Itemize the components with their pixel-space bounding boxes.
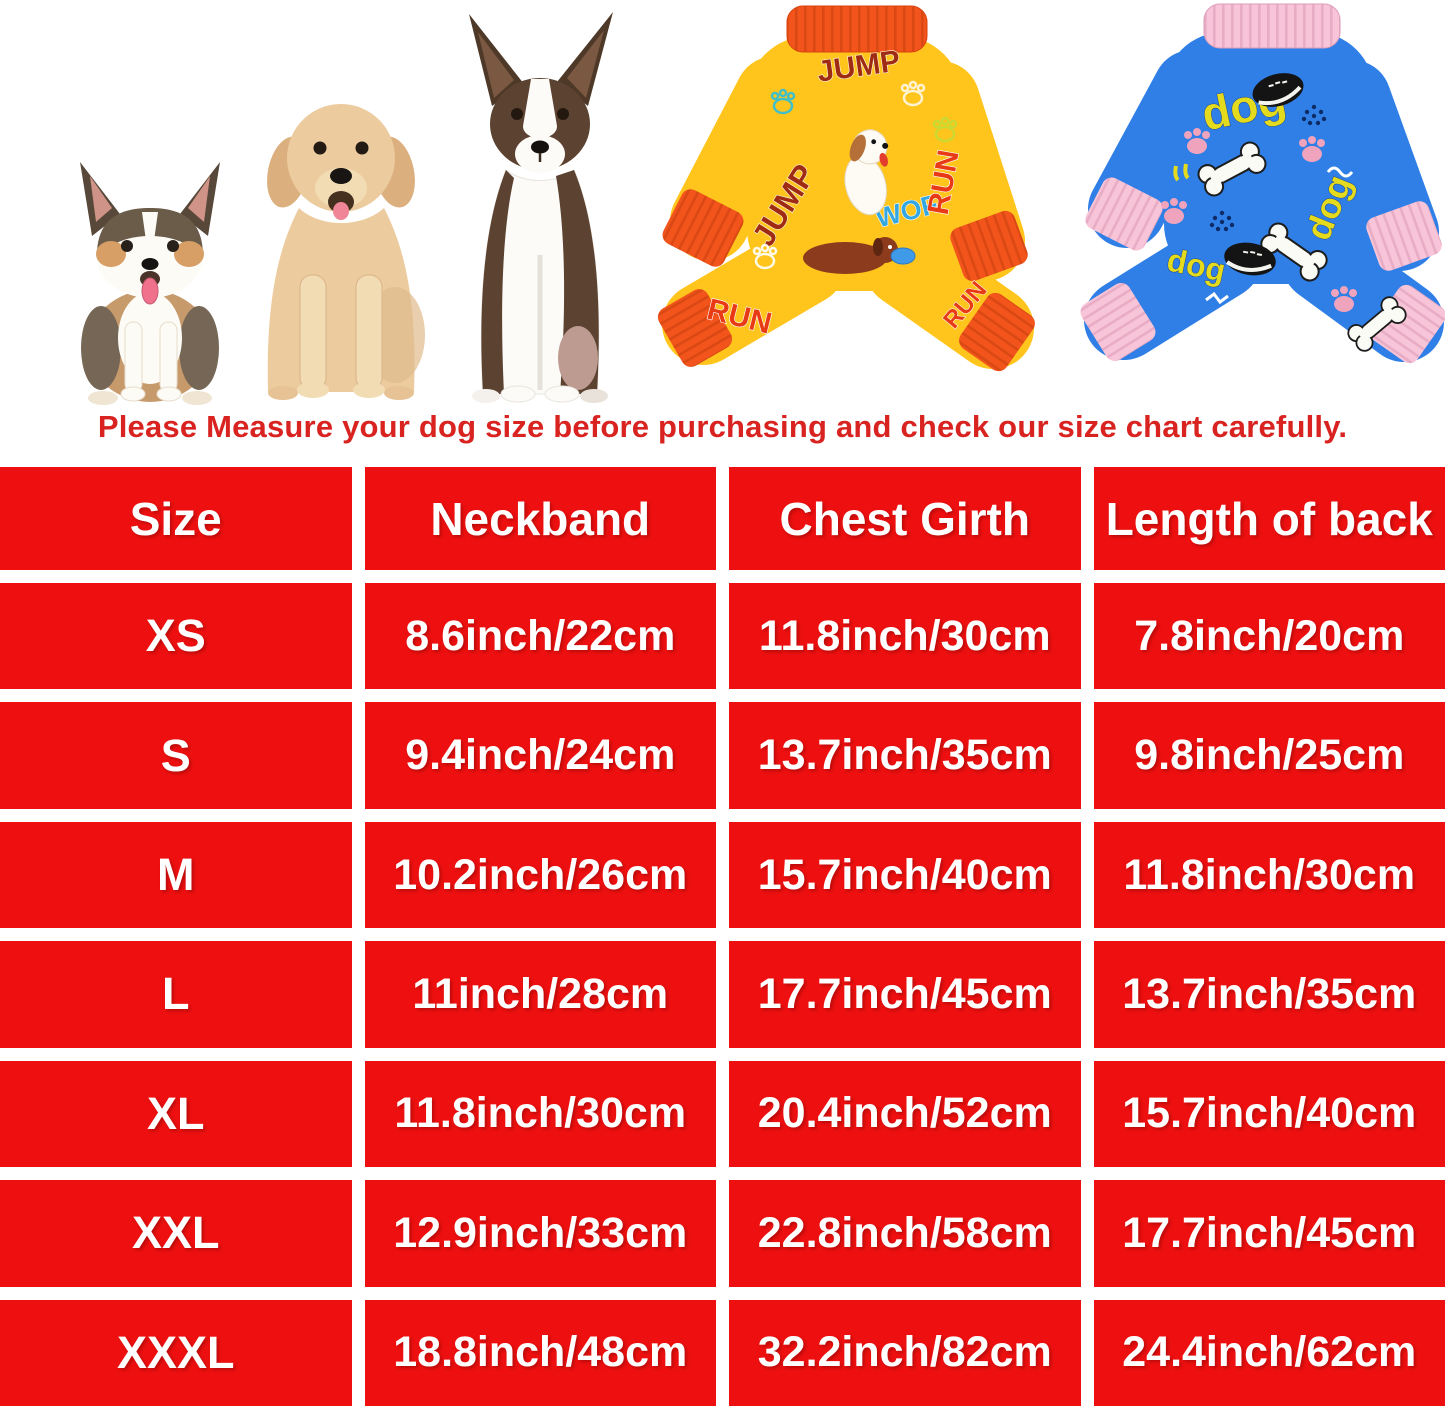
cell-m-size: M [0,821,352,929]
dotted-cluster [1301,104,1327,126]
header-chest-girth: Chest Girth [729,467,1081,570]
header-back-length: Length of back [1093,467,1445,570]
cell-xs-chest-girth: 11.8inch/30cm [729,583,1081,690]
hero-illustration: JUMP JUMP WOF RUN RUN RUN [80,3,1445,405]
orange-cuff [662,189,744,267]
cell-l-neckband: 11inch/28cm [364,941,716,1048]
paw-print-icon [1299,136,1325,162]
orange-cuff [657,289,733,367]
cell-m-neckband: 10.2inch/26cm [364,821,716,929]
yellow-dog-print-pajama: JUMP JUMP WOF RUN RUN RUN [657,5,1035,372]
pajama-word-woof: WOF [873,189,941,233]
orange-cuff [950,210,1028,282]
header-size: Size [0,467,352,570]
blue-bone-print-pajama: dog dog dog [1080,3,1445,364]
cell-xs-back-length: 7.8inch/20cm [1093,583,1445,690]
cell-xxxl-neckband: 18.8inch/48cm [364,1299,716,1406]
pink-cuff [1085,177,1163,251]
cell-xl-size: XL [0,1060,352,1168]
pink-cuff [1080,282,1156,362]
cell-xl-neckband: 11.8inch/30cm [364,1060,716,1168]
measure-notice: Please Measure your dog size before purc… [97,409,1348,444]
cell-l-back-length: 13.7inch/35cm [1093,941,1445,1048]
paw-print-icon [900,80,926,107]
football-icon [1224,242,1276,276]
bone-icon [1197,141,1267,197]
size-chart-table: Size Neckband Chest Girth Length of back… [0,467,1445,1406]
cell-s-back-length: 9.8inch/25cm [1093,702,1445,809]
cell-xxl-back-length: 17.7inch/45cm [1093,1180,1445,1287]
cell-xxl-size: XXL [0,1180,352,1287]
yellow-marks [1173,163,1190,182]
cell-xxl-chest-girth: 22.8inch/58cm [729,1180,1081,1287]
paw-print-icon [752,243,778,270]
cell-l-size: L [0,941,352,1048]
cell-m-chest-girth: 15.7inch/40cm [729,821,1081,929]
cell-s-neckband: 9.4inch/24cm [364,702,716,809]
cell-xxl-neckband: 12.9inch/33cm [364,1180,716,1287]
paw-print-icon [932,116,958,143]
cell-l-chest-girth: 17.7inch/45cm [729,941,1081,1048]
cartoon-white-dog [844,129,889,216]
cell-s-size: S [0,702,352,809]
paw-print-icon [1184,128,1210,154]
corgi-puppy [80,162,220,405]
cell-xxxl-back-length: 24.4inch/62cm [1093,1299,1445,1406]
paw-print-icon [1161,198,1187,224]
border-collie-puppy [469,12,613,403]
cell-s-chest-girth: 13.7inch/35cm [729,702,1081,809]
cell-xl-chest-girth: 20.4inch/52cm [729,1060,1081,1168]
white-squiggle [1326,166,1354,178]
cell-xl-back-length: 15.7inch/40cm [1093,1060,1445,1168]
football-icon [1252,73,1304,107]
bone-icon [1347,296,1407,352]
header-neckband: Neckband [364,467,716,570]
dotted-cluster [1209,210,1235,232]
golden-retriever-puppy [267,104,425,400]
cell-m-back-length: 11.8inch/30cm [1093,821,1445,929]
orange-collar [786,5,928,53]
cell-xxxl-chest-girth: 32.2inch/82cm [729,1299,1081,1406]
cell-xs-size: XS [0,583,352,690]
cell-xxxl-size: XXXL [0,1299,352,1406]
cartoon-brown-dog [803,237,916,274]
pink-cuff [1366,201,1442,271]
pink-collar [1203,3,1341,49]
orange-cuff [959,292,1035,372]
paw-print-icon [770,88,796,115]
cell-xs-neckband: 8.6inch/22cm [364,583,716,690]
white-squiggle [1205,291,1229,305]
paw-print-icon [1331,286,1357,312]
